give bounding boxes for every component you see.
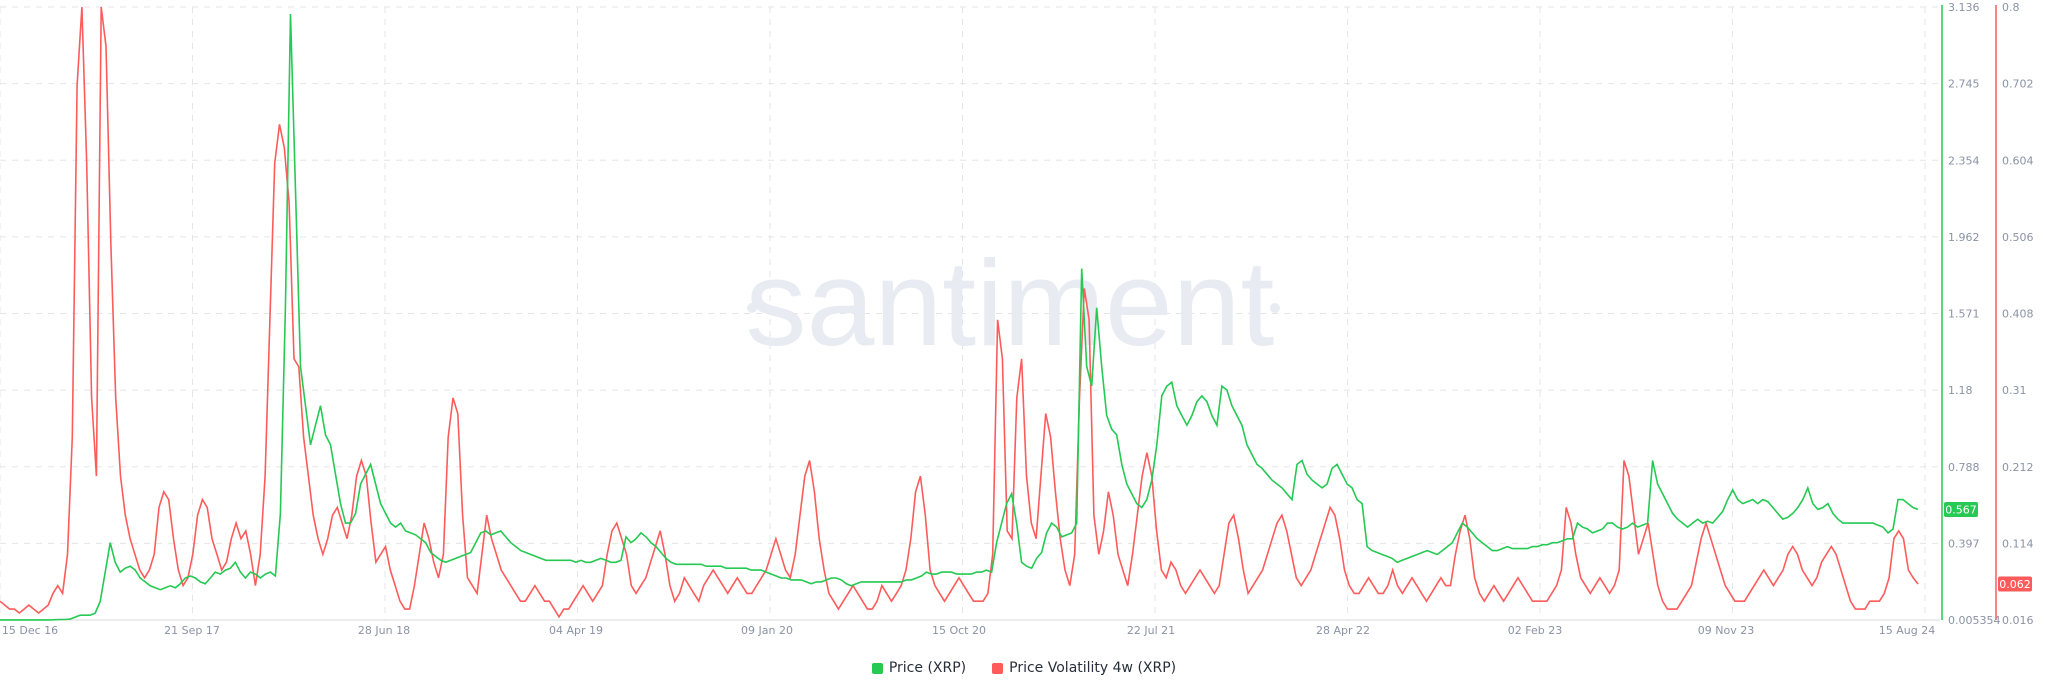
legend-label-volatility: Price Volatility 4w (XRP) xyxy=(1009,660,1177,676)
price-axis-ticks: 0.005354 0.397 0.788 1.18 1.571 1.962 2.354 2.7… xyxy=(1948,1,2001,627)
volatility-last-value-badge: 0.062 xyxy=(1998,576,2032,592)
x-tick-label: 28 Jun 18 xyxy=(358,624,410,637)
price-tick-label: 2.745 xyxy=(1948,78,1980,91)
legend-swatch-volatility xyxy=(992,662,1004,674)
volatility-last-value-label: 0.062 xyxy=(1999,578,2031,591)
chart-axes xyxy=(0,5,1997,621)
x-tick-label: 15 Aug 24 xyxy=(1879,624,1935,637)
volatility-tick-label: 0.604 xyxy=(2002,154,2034,167)
price-last-value-label: 0.567 xyxy=(1945,503,1977,516)
chart-legend: Price (XRP) Price Volatility 4w (XRP) xyxy=(0,656,2048,680)
x-tick-label: 28 Apr 22 xyxy=(1316,624,1370,637)
volatility-tick-label: 0.506 xyxy=(2002,231,2034,244)
price-tick-label: 0.005354 xyxy=(1948,614,2001,627)
x-tick-label: 21 Sep 17 xyxy=(164,624,220,637)
x-tick-label: 22 Jul 21 xyxy=(1127,624,1175,637)
price-tick-label: 0.397 xyxy=(1948,537,1980,550)
volatility-tick-label: 0.212 xyxy=(2002,461,2034,474)
price-tick-label: 2.354 xyxy=(1948,154,1980,167)
x-tick-label: 09 Jan 20 xyxy=(741,624,793,637)
price-last-value-bg xyxy=(1944,501,1978,517)
watermark-dot-right xyxy=(1270,303,1280,313)
legend-item-price[interactable]: Price (XRP) xyxy=(871,660,967,676)
volatility-tick-label: 0.408 xyxy=(2002,308,2034,321)
x-tick-label: 15 Dec 16 xyxy=(2,624,58,637)
watermark-dot-left xyxy=(747,303,757,313)
legend-item-volatility[interactable]: Price Volatility 4w (XRP) xyxy=(992,660,1176,676)
x-axis-ticks: 15 Dec 16 21 Sep 17 28 Jun 18 04 Apr 19 09 J… xyxy=(2,624,1935,637)
x-tick-label: 04 Apr 19 xyxy=(549,624,603,637)
legend-label-price: Price (XRP) xyxy=(888,660,967,676)
legend-swatch-price xyxy=(871,662,883,674)
price-tick-label: 3.136 xyxy=(1948,1,1980,14)
volatility-series-line xyxy=(0,6,1919,619)
x-tick-label: 09 Nov 23 xyxy=(1698,624,1754,637)
volatility-tick-label: 0.8 xyxy=(2002,1,2020,14)
price-tick-label: 1.571 xyxy=(1948,308,1980,321)
x-tick-label: 15 Oct 20 xyxy=(932,624,986,637)
volatility-last-value-bg xyxy=(1998,576,2032,592)
price-tick-label: 1.962 xyxy=(1948,231,1980,244)
volatility-tick-label: 0.702 xyxy=(2002,78,2034,91)
volatility-axis-ticks: 0.016 0.114 0.212 0.31 0.408 0.506 0.604 0.702 0… xyxy=(2002,1,2034,627)
price-tick-label: 0.788 xyxy=(1948,461,1980,474)
volatility-tick-label: 0.016 xyxy=(2002,614,2034,627)
volatility-tick-label: 0.31 xyxy=(2002,384,2027,397)
price-series-line xyxy=(0,13,1919,621)
x-tick-label: 02 Feb 23 xyxy=(1508,624,1562,637)
santiment-watermark: santiment xyxy=(746,235,1275,371)
price-last-value-badge: 0.567 xyxy=(1944,501,1978,517)
volatility-tick-label: 0.114 xyxy=(2002,537,2034,550)
price-tick-label: 1.18 xyxy=(1948,384,1973,397)
